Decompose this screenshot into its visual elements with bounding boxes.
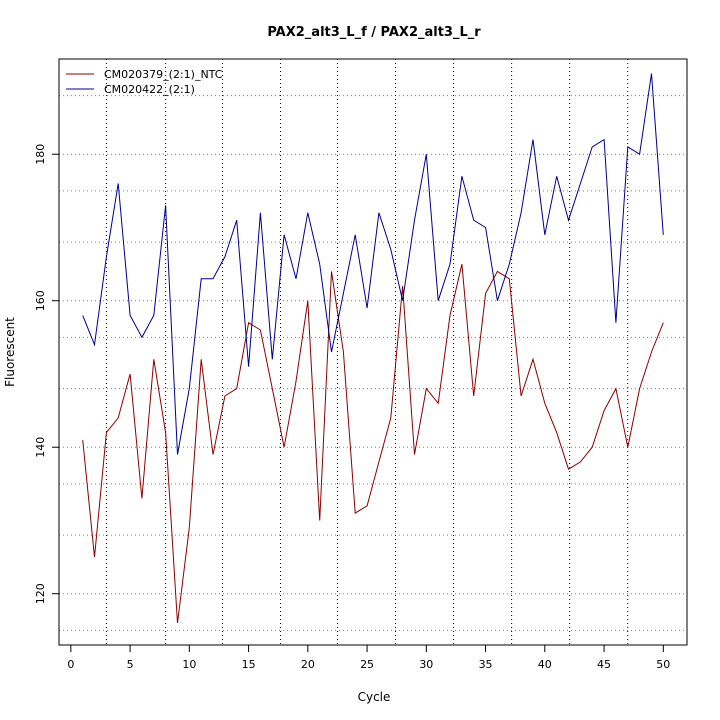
series-layer [82, 73, 664, 624]
x-axis-label: Cycle [358, 690, 391, 704]
plot-frame [58, 58, 688, 646]
y-axis-label: Fluorescent [3, 317, 17, 387]
x-tick-label: 35 [479, 658, 493, 671]
series-line-1 [82, 263, 664, 624]
legend-label-1: CM020379_(2:1)_NTC [104, 68, 223, 81]
chart-title: PAX2_alt3_L_f / PAX2_alt3_L_r [267, 25, 481, 40]
y-tick-label: 160 [34, 290, 47, 311]
y-tick-label: 140 [34, 437, 47, 458]
x-tick-label: 15 [242, 658, 256, 671]
legend-label-2: CM020422_(2:1) [104, 83, 195, 96]
y-tick-label: 120 [34, 583, 47, 604]
y-axis: 120 140 160 180 [34, 144, 60, 604]
legend: CM020379_(2:1)_NTC CM020422_(2:1) [66, 68, 223, 96]
x-tick-label: 40 [538, 658, 552, 671]
x-tick-label: 20 [301, 658, 315, 671]
x-tick-label: 50 [656, 658, 670, 671]
x-tick-label: 30 [419, 658, 433, 671]
x-tick-label: 45 [597, 658, 611, 671]
x-tick-label: 0 [67, 658, 74, 671]
series-line-2 [82, 73, 664, 455]
grid-lines [59, 59, 687, 645]
x-tick-label: 10 [182, 658, 196, 671]
x-tick-label: 25 [360, 658, 374, 671]
y-tick-label: 180 [34, 144, 47, 165]
x-tick-label: 5 [127, 658, 134, 671]
x-axis: 0 5 10 15 20 25 30 35 40 45 50 [67, 644, 670, 671]
